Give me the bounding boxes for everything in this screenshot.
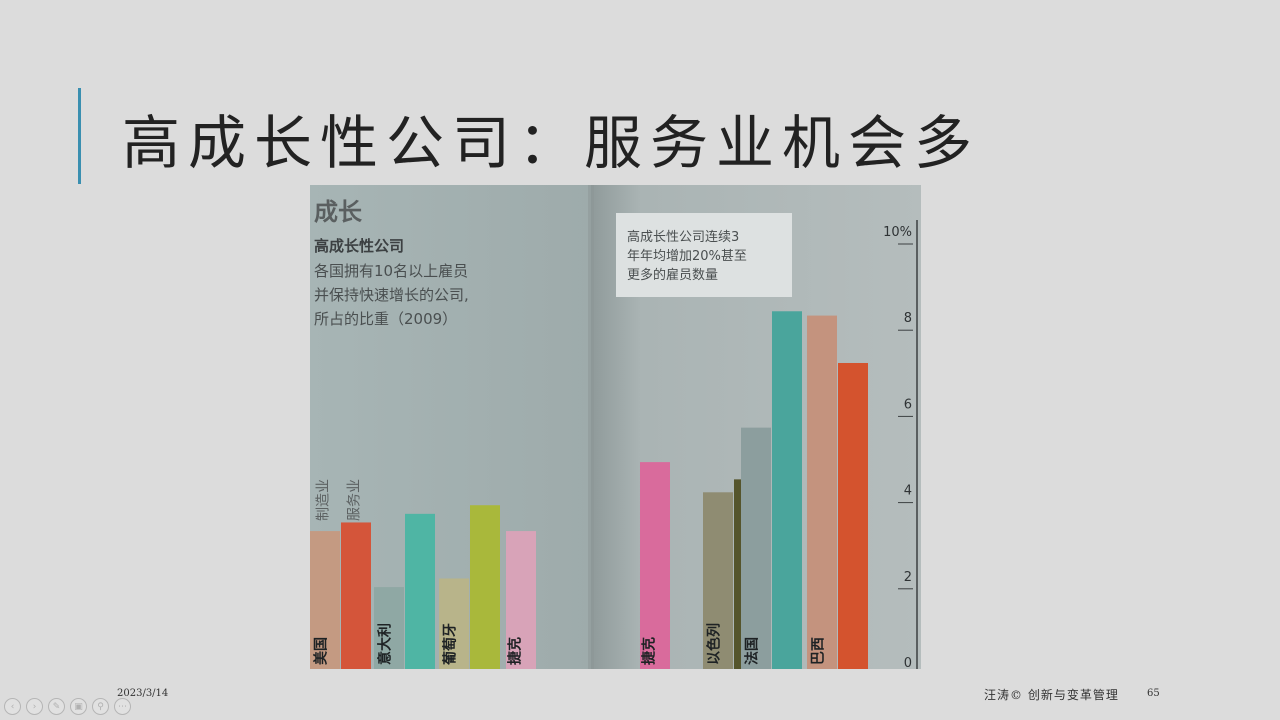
chart-subtitle-line: 并保持快速增长的公司, (314, 286, 469, 304)
footer-author: 汪涛© 创新与变革管理 (984, 688, 1119, 702)
category-label: 美国 (313, 637, 330, 665)
bar-manufacturing (807, 315, 837, 669)
legend-label: 服务业 (347, 479, 363, 521)
zoom-icon[interactable]: ⚲ (92, 698, 109, 715)
annotation-line: 更多的雇员数量 (627, 267, 718, 283)
bar-services (470, 505, 500, 669)
title-accent-bar (78, 88, 81, 184)
footer-date: 2023/3/14 (117, 688, 169, 699)
chart-photo: 成长 高成长性公司 各国拥有10名以上雇员 并保持快速增长的公司, 所占的比重（… (310, 185, 921, 669)
y-tick-label: 4 (904, 484, 912, 499)
bar-services (772, 311, 802, 669)
bar-services (640, 462, 670, 669)
slides-view-icon[interactable]: ▣ (70, 698, 87, 715)
category-label: 巴西 (811, 637, 827, 665)
category-label: 意大利 (377, 623, 394, 665)
more-options-icon[interactable]: ⋯ (114, 698, 131, 715)
legend-label: 制造业 (316, 479, 332, 521)
bar-services (506, 531, 536, 669)
bar-manufacturing (741, 427, 771, 669)
y-tick-label: 6 (904, 397, 912, 412)
bars-layer: 美国 意大利 葡萄牙 捷克 捷克 以色列 法国 巴西 制造业 服务业 (310, 311, 868, 669)
y-tick-label: 0 (904, 656, 912, 669)
chart-heading: 成长 (314, 198, 363, 226)
annotation-box (616, 213, 792, 297)
chart-title: 高成长性公司 (314, 237, 404, 255)
category-label: 捷克 (507, 637, 524, 665)
bar-chart: 成长 高成长性公司 各国拥有10名以上雇员 并保持快速增长的公司, 所占的比重（… (310, 185, 921, 669)
bar-manufacturing (439, 578, 469, 669)
slide-title: 高成长性公司：服务业机会多 (122, 109, 981, 177)
pen-icon[interactable]: ✎ (48, 698, 65, 715)
y-tick-label: 8 (904, 311, 912, 326)
category-label: 捷克 (641, 637, 658, 665)
bar-manufacturing (374, 587, 404, 669)
category-label: 法国 (744, 637, 761, 665)
slideshow-nav-controls: ‹ › ✎ ▣ ⚲ ⋯ (4, 698, 131, 715)
bar-services (341, 522, 371, 669)
category-label: 以色列 (706, 623, 723, 665)
prev-slide-icon[interactable]: ‹ (4, 698, 21, 715)
bar-services (838, 362, 868, 669)
next-slide-icon[interactable]: › (26, 698, 43, 715)
page-number: 65 (1147, 688, 1160, 699)
y-tick-label: 10% (883, 225, 912, 240)
chart-subtitle-line: 所占的比重（2009） (314, 310, 457, 328)
bar-manufacturing (310, 531, 340, 669)
page-fold (588, 185, 594, 669)
category-label: 葡萄牙 (442, 623, 459, 666)
annotation-line: 年年均增加20%甚至 (627, 249, 747, 264)
y-axis: 10% 8 6 4 2 0 (883, 220, 918, 669)
bar-services (405, 513, 435, 669)
bar-manufacturing (703, 492, 733, 669)
chart-subtitle-line: 各国拥有10名以上雇员 (314, 262, 468, 280)
annotation-line: 高成长性公司连续3 (627, 229, 739, 245)
y-tick-label: 2 (904, 570, 912, 585)
